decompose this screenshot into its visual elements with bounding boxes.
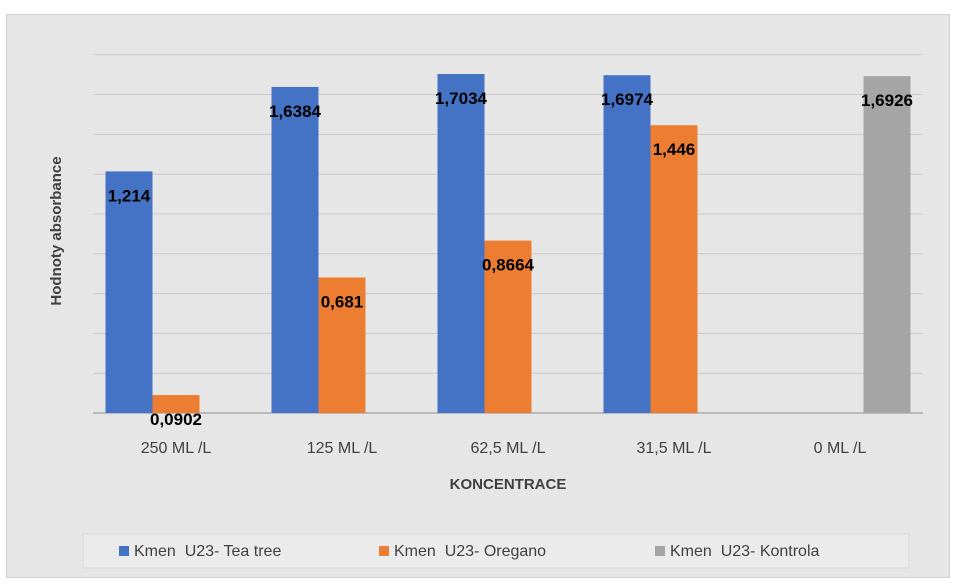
legend-entry: Kmen U23- Tea tree — [134, 543, 281, 560]
data-labels: 1,214 0,0902 1,6384 0,681 1,7034 0,8664 1,6974… — [108, 89, 913, 429]
bar-tea-tree — [437, 74, 485, 413]
bar-tea-tree — [105, 171, 153, 413]
bar-oregano — [484, 240, 532, 413]
x-tick-label: 0 ML /L — [814, 440, 867, 457]
gridlines — [93, 54, 923, 414]
bar-kontrola — [863, 76, 911, 413]
x-tick-label: 125 ML /L — [307, 440, 378, 457]
data-label: 0,0902 — [150, 410, 202, 429]
x-tick-labels: 250 ML /L 125 ML /L 62,5 ML /L 31,5 ML /L 0 … — [141, 440, 867, 457]
data-label: 1,6974 — [601, 90, 654, 109]
x-tick-label: 62,5 ML /L — [470, 440, 545, 457]
bar-oregano — [650, 125, 698, 413]
bar-chart: 1,214 0,0902 1,6384 0,681 1,7034 0,8664 1,6974… — [48, 54, 923, 569]
bar-tea-tree — [603, 75, 651, 413]
data-label: 0,8664 — [482, 256, 535, 275]
legend-swatch — [655, 546, 665, 556]
x-axis-title: KONCENTRACE — [450, 476, 567, 493]
data-label: 1,7034 — [435, 89, 488, 108]
x-tick-label: 31,5 ML /L — [636, 440, 711, 457]
bar-tea-tree — [271, 86, 319, 413]
data-label: 1,446 — [653, 140, 696, 159]
legend-swatch — [379, 546, 389, 556]
chart-frame: 1,214 0,0902 1,6384 0,681 1,7034 0,8664 1,6974… — [6, 14, 950, 578]
legend: Kmen U23- Tea tree Kmen U23- Oregano Kmen … — [82, 533, 910, 569]
bar-oregano — [318, 277, 366, 413]
legend-box — [82, 533, 910, 569]
bar-oregano — [152, 395, 200, 413]
data-label: 0,681 — [321, 292, 364, 311]
data-label: 1,214 — [108, 186, 151, 205]
legend-swatch — [119, 546, 129, 556]
data-label: 1,6384 — [269, 102, 322, 121]
x-tick-label: 250 ML /L — [141, 440, 212, 457]
bars — [105, 74, 911, 413]
legend-entry: Kmen U23- Kontrola — [670, 543, 820, 560]
y-axis-title: Hodnoty absorbance — [48, 156, 65, 305]
legend-entry: Kmen U23- Oregano — [394, 543, 546, 560]
data-label: 1,6926 — [861, 91, 913, 110]
